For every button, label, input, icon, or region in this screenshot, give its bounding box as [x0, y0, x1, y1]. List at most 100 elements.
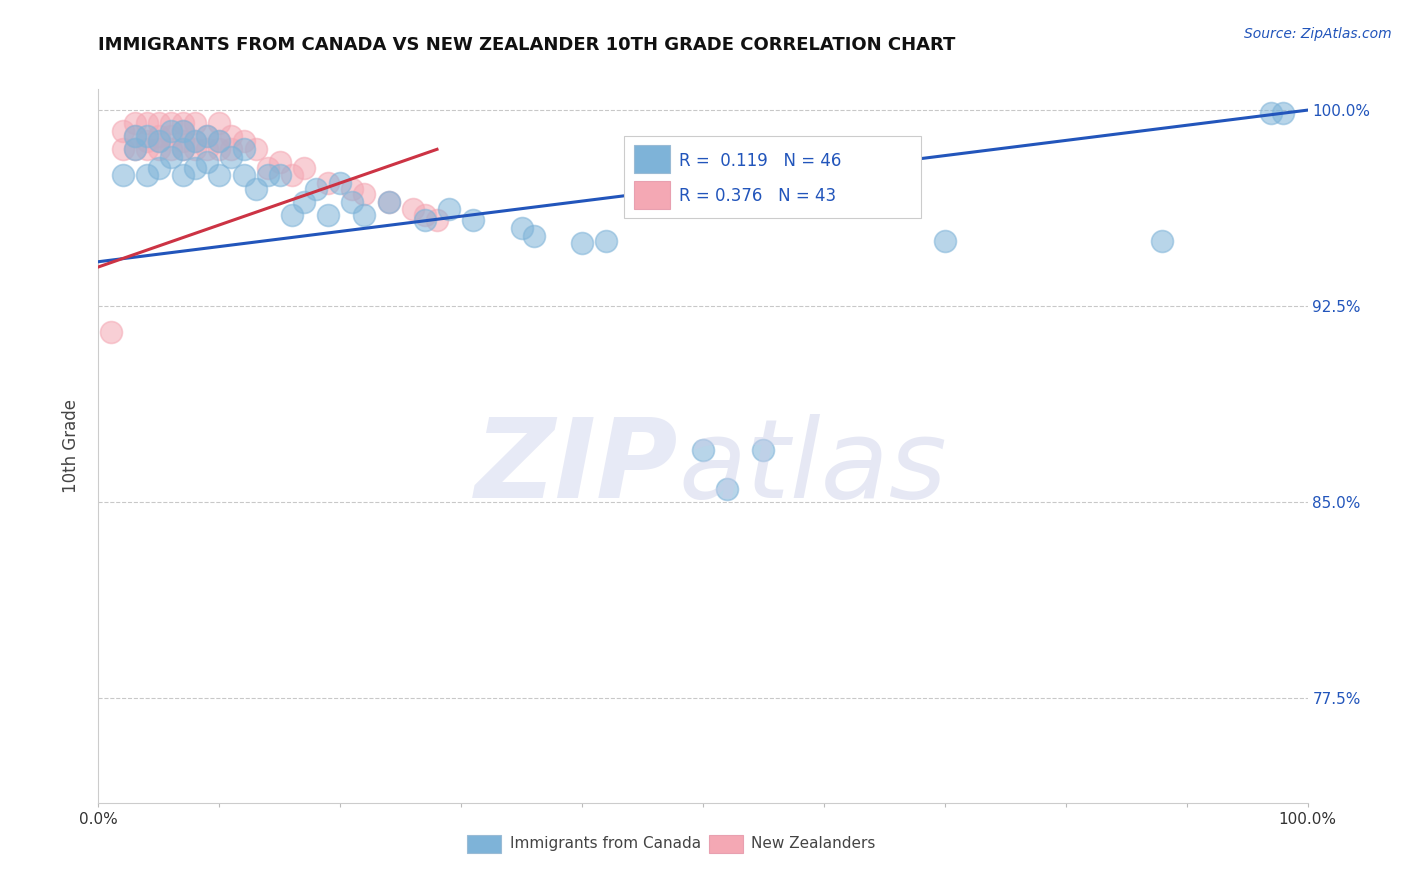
Point: [184, 161, 207, 175]
Point: [256, 169, 278, 183]
Point: [208, 169, 231, 183]
Point: [1152, 234, 1174, 248]
Point: [269, 169, 291, 183]
Point: [184, 135, 207, 149]
Point: [329, 176, 352, 190]
Point: [221, 129, 243, 144]
Point: [124, 129, 146, 144]
Point: [316, 208, 339, 222]
Point: [195, 142, 218, 156]
Point: [232, 169, 254, 183]
Point: [160, 150, 183, 164]
Point: [100, 326, 122, 340]
Point: [281, 169, 304, 183]
Point: [716, 482, 738, 496]
Point: [124, 142, 146, 156]
FancyBboxPatch shape: [709, 835, 742, 853]
Point: [135, 135, 157, 149]
Point: [353, 186, 375, 201]
Point: [245, 142, 267, 156]
Point: [292, 161, 315, 175]
Point: [437, 202, 460, 217]
Text: Source: ZipAtlas.com: Source: ZipAtlas.com: [1244, 27, 1392, 41]
Point: [752, 442, 775, 457]
Point: [135, 142, 157, 156]
Point: [172, 124, 194, 138]
Point: [124, 142, 146, 156]
Point: [232, 135, 254, 149]
Point: [184, 142, 207, 156]
Text: R =  0.119   N = 46: R = 0.119 N = 46: [679, 152, 841, 170]
Point: [160, 129, 183, 144]
Point: [135, 169, 157, 183]
Point: [172, 116, 194, 130]
Point: [172, 169, 194, 183]
Point: [135, 129, 157, 144]
Point: [232, 142, 254, 156]
Point: [353, 208, 375, 222]
Point: [510, 220, 533, 235]
FancyBboxPatch shape: [634, 180, 671, 209]
Point: [195, 155, 218, 169]
Text: New Zealanders: New Zealanders: [751, 836, 876, 851]
Point: [377, 194, 399, 209]
Point: [148, 161, 170, 175]
Point: [692, 442, 714, 457]
Point: [221, 150, 243, 164]
Point: [172, 124, 194, 138]
Point: [571, 236, 593, 251]
Point: [1272, 105, 1295, 120]
Point: [934, 234, 956, 248]
Point: [160, 142, 183, 156]
Point: [148, 135, 170, 149]
Point: [305, 181, 328, 195]
Point: [342, 181, 364, 195]
Point: [208, 135, 231, 149]
Point: [426, 213, 449, 227]
Point: [111, 124, 134, 138]
Point: [148, 116, 170, 130]
Point: [172, 142, 194, 156]
Point: [208, 142, 231, 156]
FancyBboxPatch shape: [467, 835, 501, 853]
Point: [595, 234, 617, 248]
Point: [148, 135, 170, 149]
Text: R = 0.376   N = 43: R = 0.376 N = 43: [679, 187, 837, 205]
Text: Immigrants from Canada: Immigrants from Canada: [509, 836, 700, 851]
FancyBboxPatch shape: [624, 136, 921, 218]
Point: [160, 116, 183, 130]
Point: [148, 129, 170, 144]
Point: [148, 142, 170, 156]
Point: [292, 194, 315, 209]
Point: [221, 142, 243, 156]
Point: [463, 213, 485, 227]
Point: [245, 181, 267, 195]
Point: [281, 208, 304, 222]
Point: [184, 116, 207, 130]
Point: [111, 169, 134, 183]
Point: [269, 155, 291, 169]
Point: [195, 129, 218, 144]
Text: IMMIGRANTS FROM CANADA VS NEW ZEALANDER 10TH GRADE CORRELATION CHART: IMMIGRANTS FROM CANADA VS NEW ZEALANDER …: [98, 36, 956, 54]
Point: [124, 129, 146, 144]
Point: [316, 176, 339, 190]
Point: [135, 116, 157, 130]
Point: [208, 116, 231, 130]
Point: [413, 208, 436, 222]
Text: ZIP: ZIP: [475, 414, 679, 521]
Y-axis label: 10th Grade: 10th Grade: [62, 399, 80, 493]
FancyBboxPatch shape: [634, 145, 671, 173]
Point: [377, 194, 399, 209]
Point: [195, 129, 218, 144]
Point: [413, 213, 436, 227]
Point: [172, 135, 194, 149]
Point: [342, 194, 364, 209]
Point: [160, 124, 183, 138]
Point: [523, 228, 546, 243]
Point: [256, 161, 278, 175]
Point: [208, 135, 231, 149]
Point: [124, 116, 146, 130]
Point: [1260, 105, 1282, 120]
Text: atlas: atlas: [679, 414, 948, 521]
Point: [172, 142, 194, 156]
